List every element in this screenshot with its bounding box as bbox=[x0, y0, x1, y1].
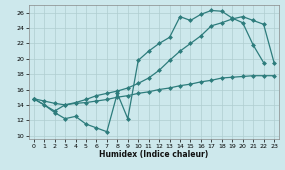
X-axis label: Humidex (Indice chaleur): Humidex (Indice chaleur) bbox=[99, 150, 209, 159]
